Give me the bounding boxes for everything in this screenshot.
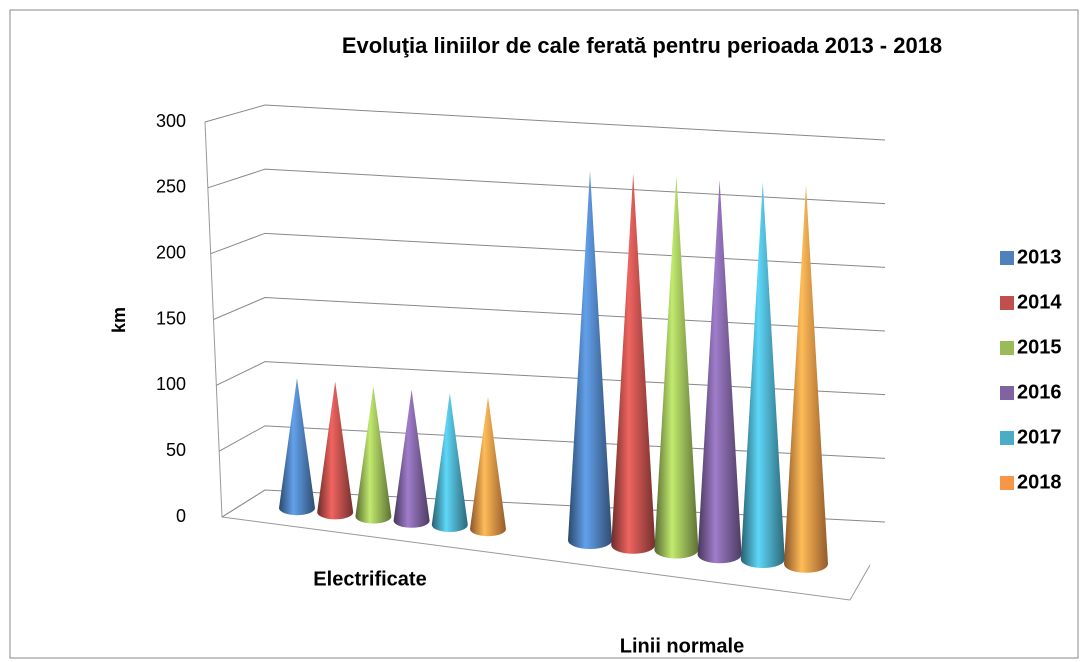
x-tick-label: Linii normale: [620, 635, 744, 657]
cone-body: [317, 381, 354, 520]
cone-body: [431, 393, 468, 533]
y-tick-label: 250: [156, 177, 186, 197]
y-tick-label: 100: [156, 374, 186, 394]
cone: [317, 381, 354, 520]
cone: [654, 175, 699, 559]
cone-body: [355, 386, 392, 524]
legend-label: 2014: [1017, 291, 1062, 313]
legend-label: 2016: [1017, 381, 1062, 403]
y-tick-label: 150: [156, 308, 186, 328]
cone-body: [568, 170, 612, 550]
y-axis-title: km: [109, 307, 129, 333]
legend-label: 2013: [1017, 246, 1062, 268]
y-tick-label: 50: [166, 440, 186, 460]
x-tick-label: Electrificate: [313, 568, 426, 590]
cone-body: [611, 173, 656, 554]
y-tick-label: 200: [156, 242, 186, 262]
cone: [697, 179, 742, 564]
cone: [740, 182, 785, 569]
cone-body: [654, 175, 699, 559]
cone: [431, 393, 468, 533]
legend-swatch: [1000, 386, 1014, 400]
cone-body: [740, 182, 785, 569]
y-tick-label: 300: [156, 111, 186, 131]
cone: [393, 389, 430, 528]
legend-label: 2015: [1017, 336, 1062, 358]
legend-label: 2017: [1017, 426, 1062, 448]
cone-body: [697, 179, 742, 564]
legend-label: 2018: [1017, 471, 1062, 493]
legend-swatch: [1000, 341, 1014, 355]
floor-edge: [221, 516, 871, 601]
cone-body: [279, 378, 315, 516]
chart-border: [9, 9, 1079, 659]
cone: [279, 378, 315, 516]
legend-swatch: [1000, 296, 1014, 310]
grid-line: [204, 104, 886, 141]
legend-swatch: [1000, 476, 1014, 490]
cone-body: [470, 396, 506, 537]
legend-swatch: [1000, 431, 1014, 445]
chart-title: Evoluţia liniilor de cale ferată pentru …: [342, 33, 942, 58]
cone: [784, 184, 828, 573]
cone-body: [784, 184, 828, 573]
cone-body: [393, 389, 430, 528]
grid-line: [207, 168, 886, 205]
legend-swatch: [1000, 251, 1014, 265]
cone: [611, 173, 656, 554]
cone: [568, 170, 612, 550]
y-tick-label: 0: [176, 506, 186, 526]
cone: [355, 386, 392, 524]
cone: [470, 396, 506, 537]
